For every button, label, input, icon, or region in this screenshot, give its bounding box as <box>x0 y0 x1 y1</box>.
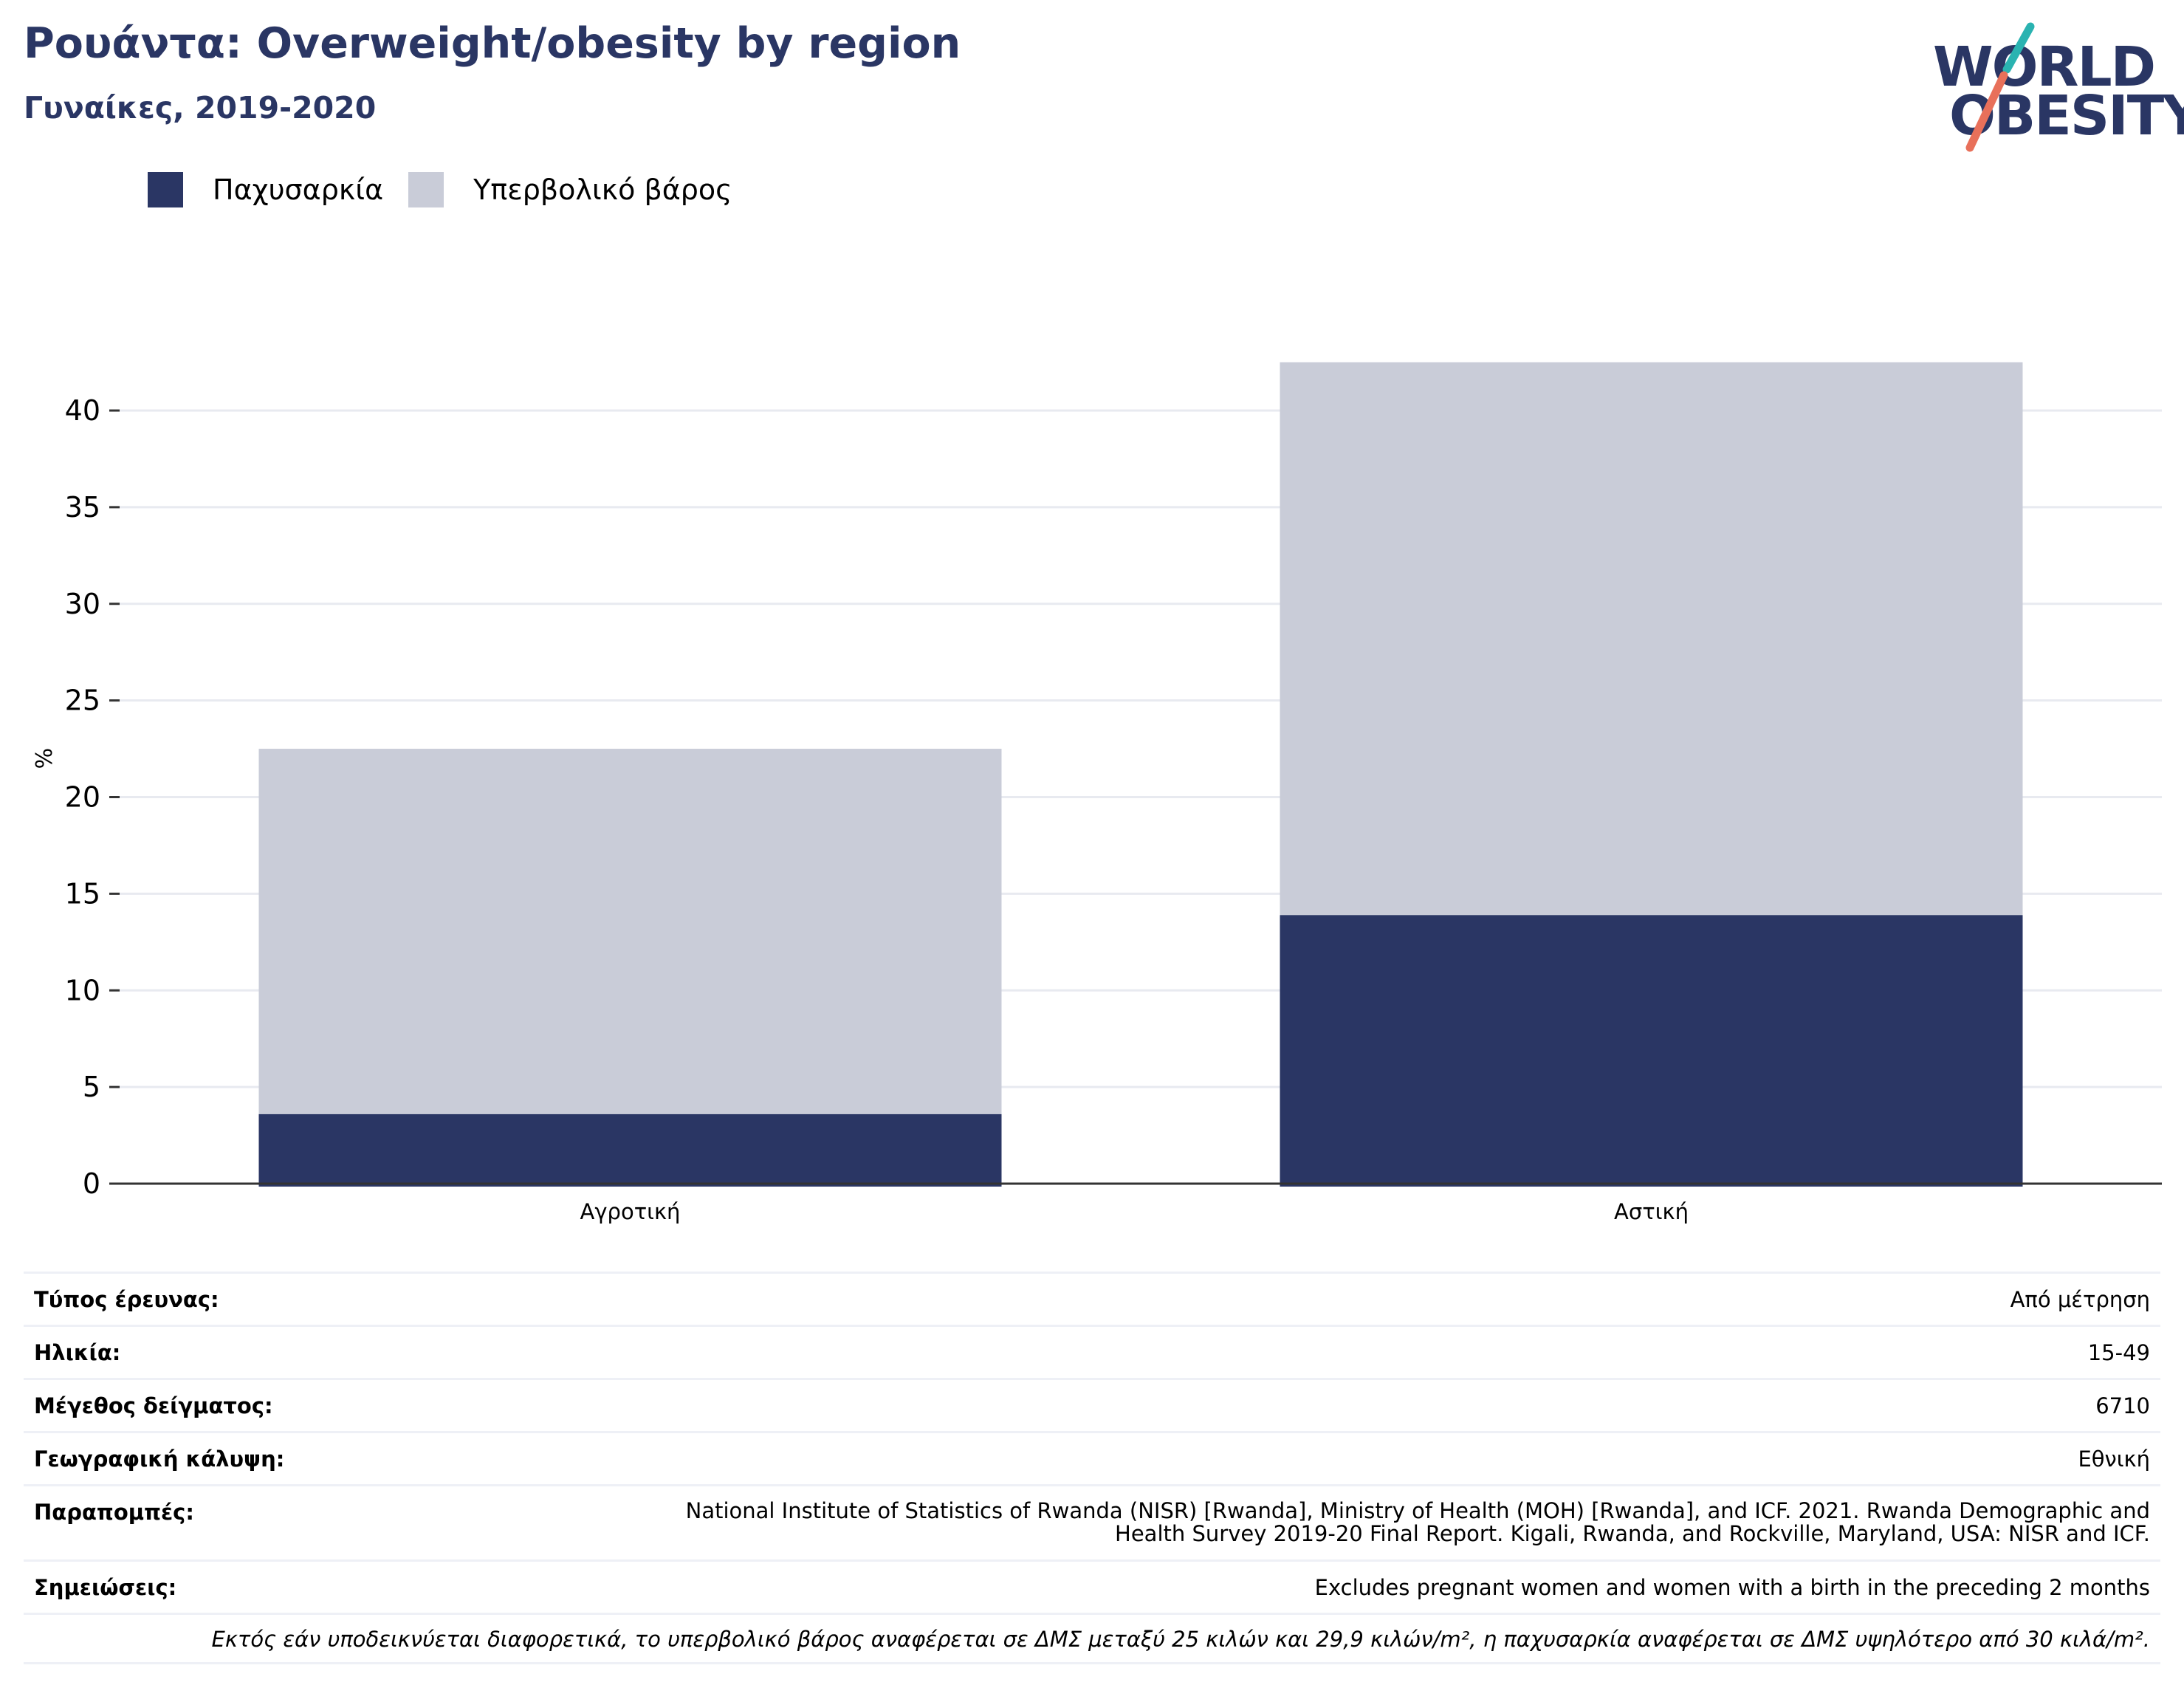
meta-key: Τύπος έρευνας: <box>34 1287 219 1312</box>
meta-value: Από μέτρηση <box>2010 1287 2150 1312</box>
y-tick-label: 35 <box>65 491 100 524</box>
meta-row-survey-type: Τύπος έρευνας: Από μέτρηση <box>24 1272 2160 1325</box>
footnote: Εκτός εάν υποδεικνύεται διαφορετικά, το … <box>24 1613 2160 1664</box>
logo-line-1: WORLD <box>1933 35 2156 99</box>
y-tick-label: 30 <box>65 588 100 620</box>
chart-legend: Παχυσαρκία Υπερβολικό βάρος <box>148 171 757 208</box>
page-title: Ρουάντα: Overweight/obesity by region <box>24 19 961 68</box>
y-tick-label: 5 <box>83 1071 100 1103</box>
world-obesity-logo: WORLD OBESITY <box>1927 22 2184 155</box>
bar-segment-obesity <box>258 1113 1002 1187</box>
legend-item-obesity: Παχυσαρκία <box>148 172 383 207</box>
page-subtitle: Γυναίκες, 2019-2020 <box>24 90 377 126</box>
meta-row-coverage: Γεωγραφική κάλυψη: Εθνική <box>24 1431 2160 1484</box>
meta-value: Excludes pregnant women and women with a… <box>1314 1575 2150 1600</box>
y-tick-label: 20 <box>65 781 100 814</box>
bar-segment-overweight <box>258 749 1002 1114</box>
logo-slash-icon <box>1965 22 2035 152</box>
meta-value: 15-49 <box>2087 1340 2150 1365</box>
y-tick-label: 40 <box>65 394 100 427</box>
meta-value: National Institute of Statistics of Rwan… <box>685 1498 2150 1546</box>
legend-label-overweight: Υπερβολικό βάρος <box>473 174 732 206</box>
meta-key: Γεωγραφική κάλυψη: <box>34 1447 285 1472</box>
bar-segment-obesity <box>1280 915 2023 1187</box>
legend-swatch-obesity <box>148 172 183 207</box>
y-axis-label: % <box>32 748 58 769</box>
x-tick-label: Αστική <box>1614 1199 1689 1224</box>
meta-row-sample-size: Μέγεθος δείγματος: 6710 <box>24 1378 2160 1431</box>
y-tick-label: 0 <box>83 1167 100 1200</box>
x-tick-label: Αγροτική <box>580 1199 681 1224</box>
meta-key: Παραπομπές: <box>34 1500 194 1525</box>
meta-key: Μέγεθος δείγματος: <box>34 1393 273 1418</box>
legend-swatch-overweight <box>408 172 444 207</box>
meta-value: 6710 <box>2095 1393 2150 1418</box>
y-tick-label: 25 <box>65 684 100 717</box>
meta-row-age: Ηλικία: 15-49 <box>24 1325 2160 1378</box>
meta-key: Σημειώσεις: <box>34 1575 177 1600</box>
meta-row-references: Παραπομπές: National Institute of Statis… <box>24 1484 2160 1559</box>
meta-key: Ηλικία: <box>34 1340 121 1365</box>
legend-label-obesity: Παχυσαρκία <box>213 174 384 206</box>
survey-metadata-table: Τύπος έρευνας: Από μέτρηση Ηλικία: 15-49… <box>24 1272 2160 1664</box>
bar-segment-overweight <box>1280 362 2023 916</box>
meta-row-notes: Σημειώσεις: Excludes pregnant women and … <box>24 1559 2160 1613</box>
y-tick-label: 10 <box>65 974 100 1006</box>
bar-chart: 0 5 10 15 20 25 30 35 40% Αγροτική Αστική <box>32 362 2162 1224</box>
y-tick-label: 15 <box>65 877 100 910</box>
meta-value: Εθνική <box>2078 1447 2150 1472</box>
legend-item-overweight: Υπερβολικό βάρος <box>408 172 732 207</box>
